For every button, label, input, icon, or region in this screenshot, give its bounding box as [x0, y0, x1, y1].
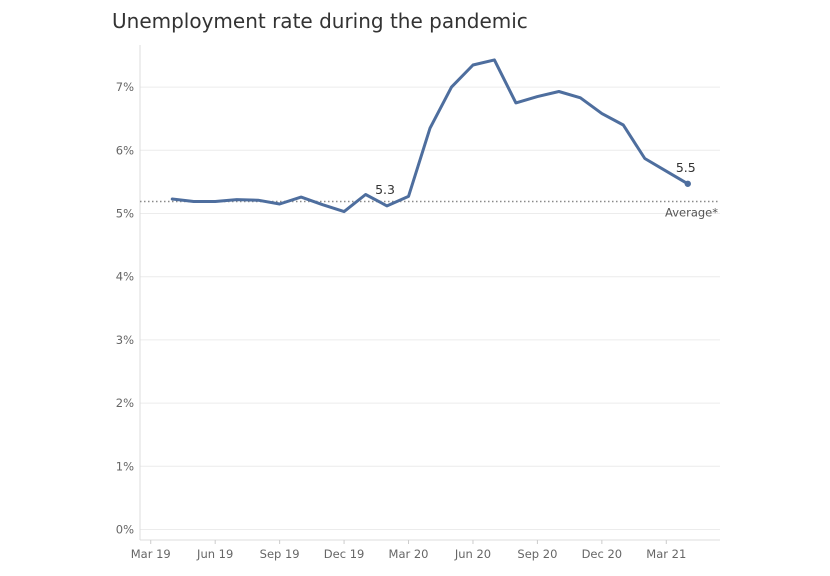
average-label: Average* [665, 205, 718, 219]
y-tick-label: 5% [116, 207, 134, 221]
y-tick-label: 2% [116, 396, 134, 410]
x-tick-label: Dec 20 [582, 547, 623, 561]
x-tick-label: Dec 19 [324, 547, 365, 561]
x-tick-label: Mar 20 [389, 547, 429, 561]
y-tick-label: 6% [116, 143, 134, 157]
gridlines [140, 86, 720, 530]
data-label: 5.5 [676, 160, 696, 175]
y-tick-label: 0% [116, 523, 134, 537]
x-tick-label: Mar 21 [646, 547, 686, 561]
x-tick-label: Sep 19 [260, 547, 300, 561]
y-tick-label: 7% [116, 80, 134, 94]
y-tick-label: 4% [116, 270, 134, 284]
y-tick-label: 1% [116, 459, 134, 473]
series-line [170, 58, 690, 214]
y-tick-label: 3% [116, 333, 134, 347]
x-tick-label: Sep 20 [517, 547, 557, 561]
x-tick-label: Mar 19 [131, 547, 171, 561]
labels: 0% 1% 2% 3% 4% 5% 6% 7% Mar 19 Jun 19 Sep 19 Dec 19… [116, 80, 718, 561]
series [170, 58, 691, 214]
end-point-marker [684, 180, 691, 187]
x-tick-label: Jun 20 [454, 547, 491, 561]
x-tick-label: Jun 19 [196, 547, 233, 561]
data-label: 5.3 [375, 182, 395, 197]
axes [139, 45, 720, 544]
chart-title: Unemployment rate during the pandemic [112, 9, 528, 33]
